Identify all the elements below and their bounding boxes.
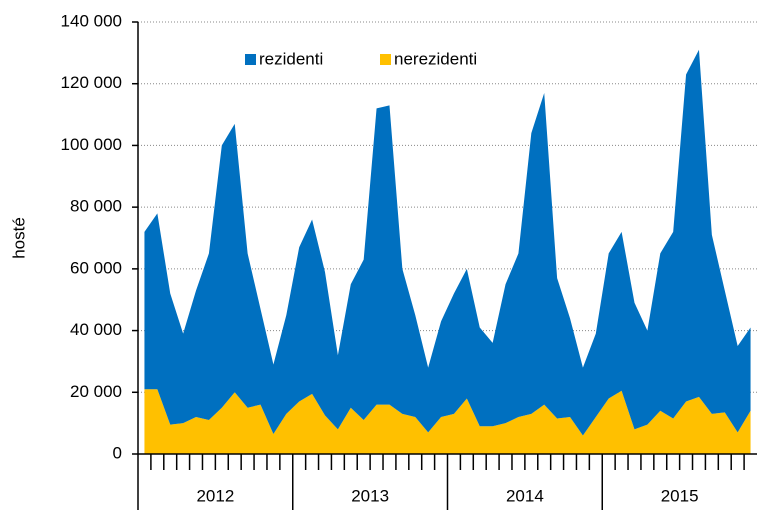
y-tick-label: 20 000: [70, 382, 122, 401]
y-tick-label: 140 000: [61, 11, 122, 30]
year-label: 2012: [196, 486, 234, 505]
y-tick-label: 80 000: [70, 197, 122, 216]
year-label: 2014: [506, 486, 544, 505]
y-tick-label: 0: [113, 443, 122, 462]
y-tick-label: 100 000: [61, 135, 122, 154]
legend-label: rezidenti: [259, 49, 323, 68]
legend-swatch: [380, 54, 391, 65]
legend-label: nerezidenti: [394, 49, 477, 68]
year-label: 2015: [661, 486, 699, 505]
year-label: 2013: [351, 486, 389, 505]
y-tick-label: 60 000: [70, 258, 122, 277]
y-tick-label: 120 000: [61, 73, 122, 92]
legend-swatch: [245, 54, 256, 65]
y-axis-label: hosté: [9, 217, 28, 259]
area: [144, 49, 751, 436]
area: [144, 389, 751, 454]
y-tick-label: 40 000: [70, 320, 122, 339]
